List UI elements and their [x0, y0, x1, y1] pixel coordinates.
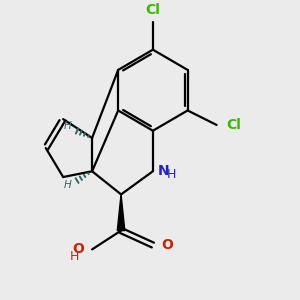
Text: H: H	[167, 168, 176, 181]
Text: H: H	[64, 180, 72, 190]
Polygon shape	[117, 194, 125, 231]
Text: H: H	[64, 122, 72, 131]
Text: Cl: Cl	[227, 118, 242, 132]
Text: N: N	[158, 164, 170, 178]
Text: O: O	[162, 238, 173, 252]
Text: H: H	[70, 250, 79, 263]
Text: O: O	[72, 242, 84, 256]
Text: Cl: Cl	[146, 3, 160, 17]
